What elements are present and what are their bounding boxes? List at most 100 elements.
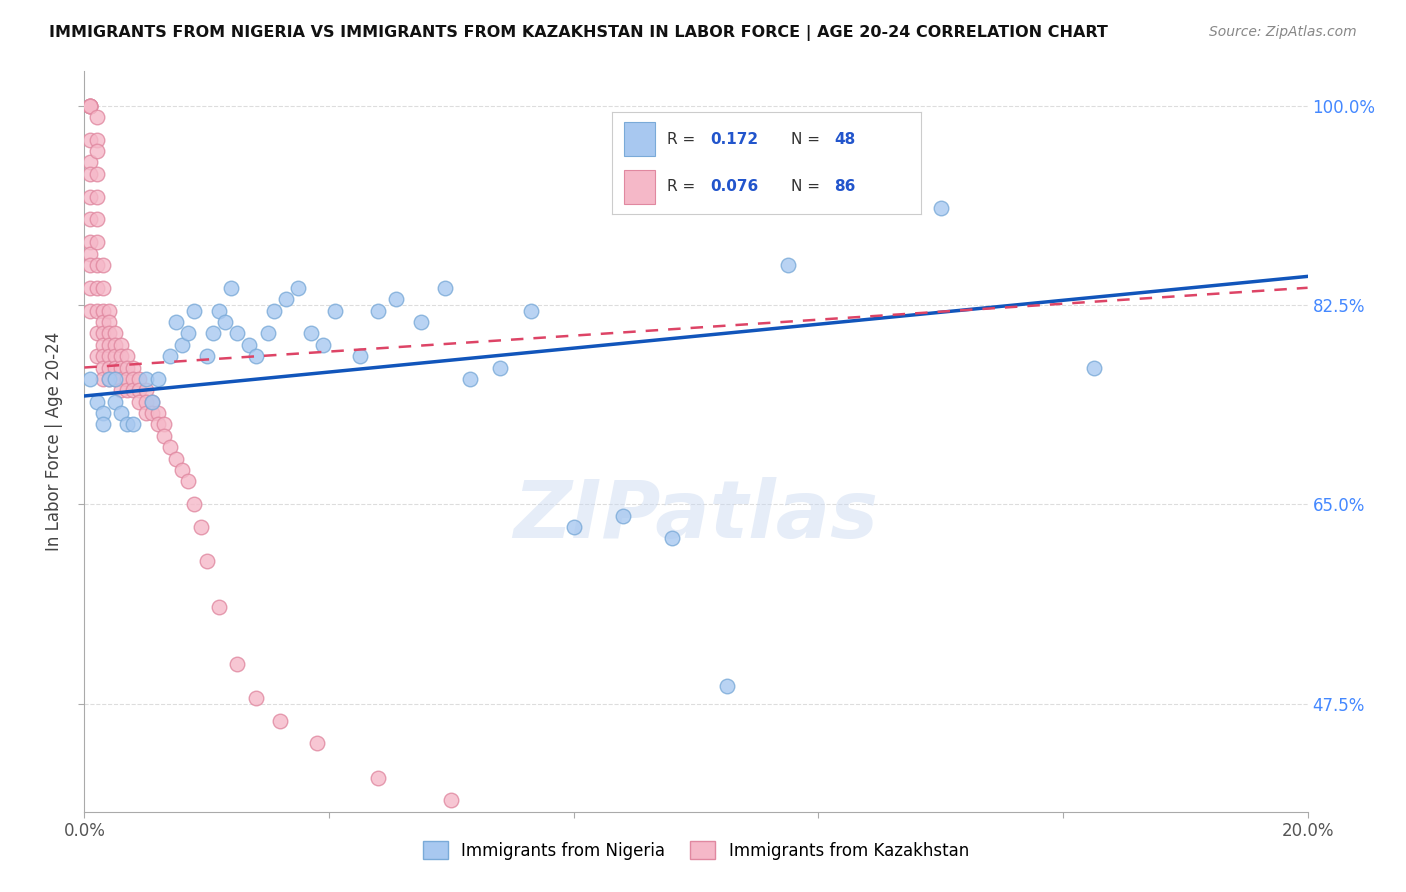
Point <box>440 793 463 807</box>
Point <box>716 680 738 694</box>
Point <box>141 406 163 420</box>
Point <box>115 372 138 386</box>
Point <box>312 337 335 351</box>
Point <box>1083 360 1105 375</box>
Point <box>97 315 120 329</box>
Point <box>612 508 634 523</box>
Point <box>165 315 187 329</box>
Point <box>122 372 145 386</box>
Point <box>86 167 108 181</box>
Point <box>208 599 231 614</box>
Bar <box>624 122 655 155</box>
Point <box>91 349 114 363</box>
Point <box>146 372 169 386</box>
Point <box>122 417 145 432</box>
Point <box>183 497 205 511</box>
Point <box>86 133 108 147</box>
Point <box>385 292 408 306</box>
Point <box>128 372 150 386</box>
Point <box>141 394 163 409</box>
Point <box>159 349 181 363</box>
Point <box>115 349 138 363</box>
Point <box>97 326 120 341</box>
Point <box>245 349 267 363</box>
Point <box>86 326 108 341</box>
Point <box>238 337 260 351</box>
Point <box>349 349 371 363</box>
Point <box>110 384 132 398</box>
Point <box>110 349 132 363</box>
Point <box>91 258 114 272</box>
Point <box>135 406 157 420</box>
Point <box>86 394 108 409</box>
Point <box>86 258 108 272</box>
Point <box>91 326 114 341</box>
Point <box>122 360 145 375</box>
Point <box>91 281 114 295</box>
Point <box>86 189 108 203</box>
Point <box>172 463 194 477</box>
Point <box>489 360 512 375</box>
Point <box>367 303 389 318</box>
Text: ZIPatlas: ZIPatlas <box>513 476 879 555</box>
Point <box>409 315 432 329</box>
Point <box>122 384 145 398</box>
Point <box>79 155 101 169</box>
Text: R =: R = <box>668 179 700 194</box>
Point <box>245 690 267 705</box>
Point <box>299 326 322 341</box>
Point <box>97 349 120 363</box>
Point <box>91 406 114 420</box>
Point <box>79 98 101 112</box>
Point <box>146 406 169 420</box>
Point <box>146 417 169 432</box>
Point <box>269 714 291 728</box>
Point <box>257 326 280 341</box>
Point <box>135 384 157 398</box>
Point <box>86 349 108 363</box>
Point <box>226 326 249 341</box>
Point <box>367 771 389 785</box>
Point <box>79 303 101 318</box>
Point <box>434 281 457 295</box>
Point <box>86 281 108 295</box>
Point <box>195 554 218 568</box>
Point <box>115 417 138 432</box>
Point <box>276 292 298 306</box>
Point <box>97 372 120 386</box>
Point <box>458 372 481 386</box>
Point <box>86 235 108 250</box>
Text: 86: 86 <box>834 179 856 194</box>
Bar <box>624 170 655 204</box>
Point <box>183 303 205 318</box>
Point <box>520 303 543 318</box>
Point <box>91 303 114 318</box>
Point <box>159 440 181 454</box>
Point <box>79 212 101 227</box>
Point <box>91 337 114 351</box>
Text: R =: R = <box>668 132 700 146</box>
Point <box>91 417 114 432</box>
Point <box>214 315 236 329</box>
Text: Source: ZipAtlas.com: Source: ZipAtlas.com <box>1209 25 1357 39</box>
Point <box>97 337 120 351</box>
Y-axis label: In Labor Force | Age 20-24: In Labor Force | Age 20-24 <box>45 332 63 551</box>
Point <box>115 360 138 375</box>
Point <box>195 349 218 363</box>
Point <box>104 349 127 363</box>
Point <box>219 281 242 295</box>
Point <box>776 258 799 272</box>
Point <box>208 303 231 318</box>
Point <box>929 201 952 215</box>
Point <box>104 394 127 409</box>
Point <box>531 828 554 842</box>
Point <box>97 372 120 386</box>
Point <box>135 394 157 409</box>
Point <box>91 360 114 375</box>
Point <box>104 360 127 375</box>
Point <box>97 303 120 318</box>
Point <box>79 98 101 112</box>
Point <box>79 235 101 250</box>
Point <box>128 394 150 409</box>
Point <box>79 281 101 295</box>
